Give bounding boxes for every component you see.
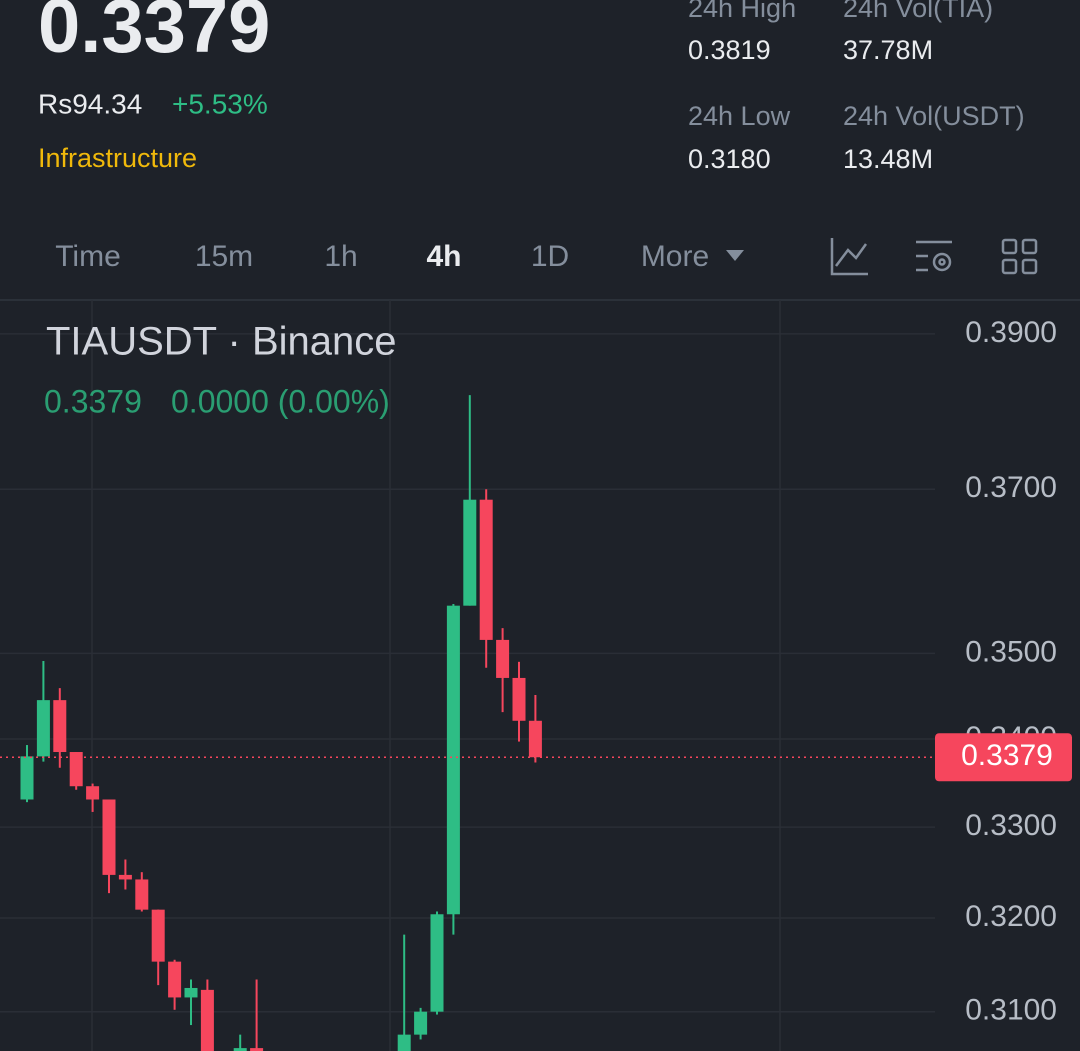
stat-value: 13.48M [843, 144, 933, 174]
last-price-label: 0.3379 [961, 739, 1053, 772]
stat-label: 24h Low [688, 101, 791, 131]
candle-body [446, 605, 460, 915]
chart-type-icon[interactable] [830, 238, 868, 276]
candle-body [397, 1034, 411, 1051]
y-tick-label: 0.3100 [965, 994, 1057, 1027]
tab[interactable]: 1D [531, 240, 569, 273]
y-tick-label: 0.3300 [965, 809, 1057, 842]
candle-body [168, 961, 182, 998]
layout-icon[interactable] [1001, 238, 1038, 275]
y-tick-label: 0.3900 [965, 316, 1057, 349]
candle-body [479, 499, 493, 640]
fiat-price: Rs94.34 [38, 88, 142, 119]
tab[interactable]: 4h [426, 240, 461, 273]
candle-body [118, 874, 132, 880]
tab[interactable]: More [641, 240, 709, 273]
overlay: 0.3379 [0, 733, 1072, 782]
stat-label: 24h Vol(TIA) [843, 0, 993, 23]
chart-title: TIAUSDT · Binance [46, 320, 397, 364]
change: +5.53% [172, 88, 268, 119]
dropdown-arrow[interactable] [726, 250, 744, 261]
tab[interactable]: 1h [324, 240, 357, 273]
stat-value: 0.3180 [688, 144, 771, 174]
candle-body [86, 786, 100, 800]
candle-body [512, 677, 526, 721]
y-tick-label: 0.3200 [965, 900, 1057, 933]
stat-label: 24h High [688, 0, 796, 23]
legend-price: 0.3379 [44, 383, 142, 419]
price: 0.3379 [38, 0, 270, 69]
tab[interactable]: 15m [195, 240, 253, 273]
candle-body [430, 914, 444, 1012]
candle-body [184, 987, 198, 998]
stat-label: 24h Vol(USDT) [843, 101, 1025, 131]
candle-body [135, 879, 149, 910]
candle-body [53, 700, 67, 753]
candle-body [36, 700, 50, 757]
candle-body [20, 756, 34, 800]
candle-body [414, 1011, 428, 1035]
category-tag[interactable]: Infrastructure [38, 143, 197, 173]
last-price-tag [935, 733, 1072, 782]
candle-body [200, 989, 214, 1051]
candle-body [102, 799, 116, 875]
candle-body [69, 752, 83, 787]
y-tick-label: 0.3700 [965, 471, 1057, 504]
candle-body [463, 499, 477, 606]
candle-body [151, 909, 165, 962]
candle-body [250, 1048, 264, 1051]
indicator-icon[interactable] [916, 240, 952, 272]
stat-value: 0.3819 [688, 35, 771, 65]
tab[interactable]: Time [55, 240, 121, 273]
candle-body [528, 720, 542, 758]
candle-body [233, 1048, 247, 1051]
stat-value: 37.78M [843, 35, 933, 65]
candle-body [496, 639, 510, 678]
candles [20, 395, 542, 1051]
y-tick-label: 0.3500 [965, 635, 1057, 668]
legend-change: 0.0000 (0.00%) [171, 383, 390, 419]
